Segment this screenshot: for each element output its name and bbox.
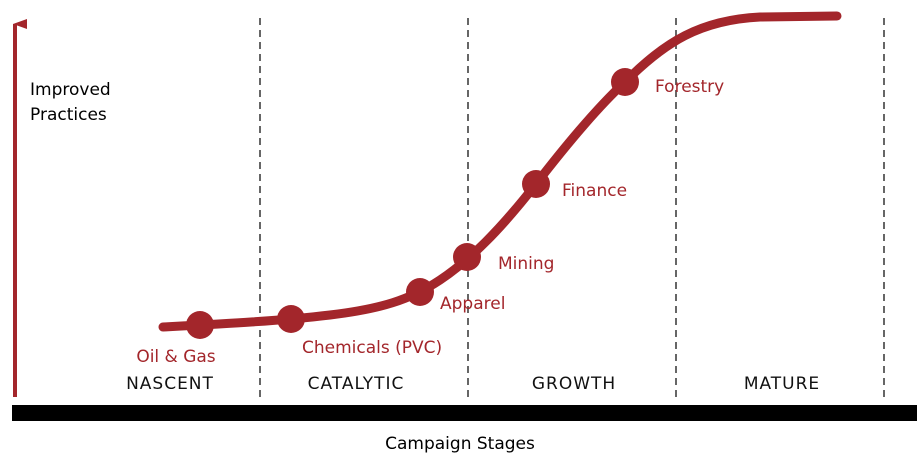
- y-axis-label: Improved: [30, 80, 111, 100]
- point: [277, 305, 305, 333]
- point: [406, 278, 434, 306]
- stage-dividers: [259, 18, 885, 400]
- x-axis-bar: [12, 405, 917, 421]
- adoption-curve: [158, 11, 842, 332]
- stage-label: GROWTH: [532, 374, 616, 394]
- x-axis-label: Campaign Stages: [385, 434, 535, 454]
- point-label: Oil & Gas: [136, 347, 215, 367]
- y-axis-label: Practices: [30, 105, 107, 125]
- stage-label: NASCENT: [126, 374, 214, 394]
- point-label: Mining: [498, 254, 554, 274]
- points: [186, 68, 639, 339]
- stage-label: MATURE: [744, 374, 820, 394]
- point: [611, 68, 639, 96]
- point: [186, 311, 214, 339]
- point-label: Forestry: [655, 77, 724, 97]
- stage-label: CATALYTIC: [308, 374, 405, 394]
- point: [453, 243, 481, 271]
- point: [522, 170, 550, 198]
- point-label: Finance: [562, 181, 627, 201]
- point-label: Chemicals (PVC): [302, 338, 442, 358]
- point-label: Apparel: [440, 294, 505, 314]
